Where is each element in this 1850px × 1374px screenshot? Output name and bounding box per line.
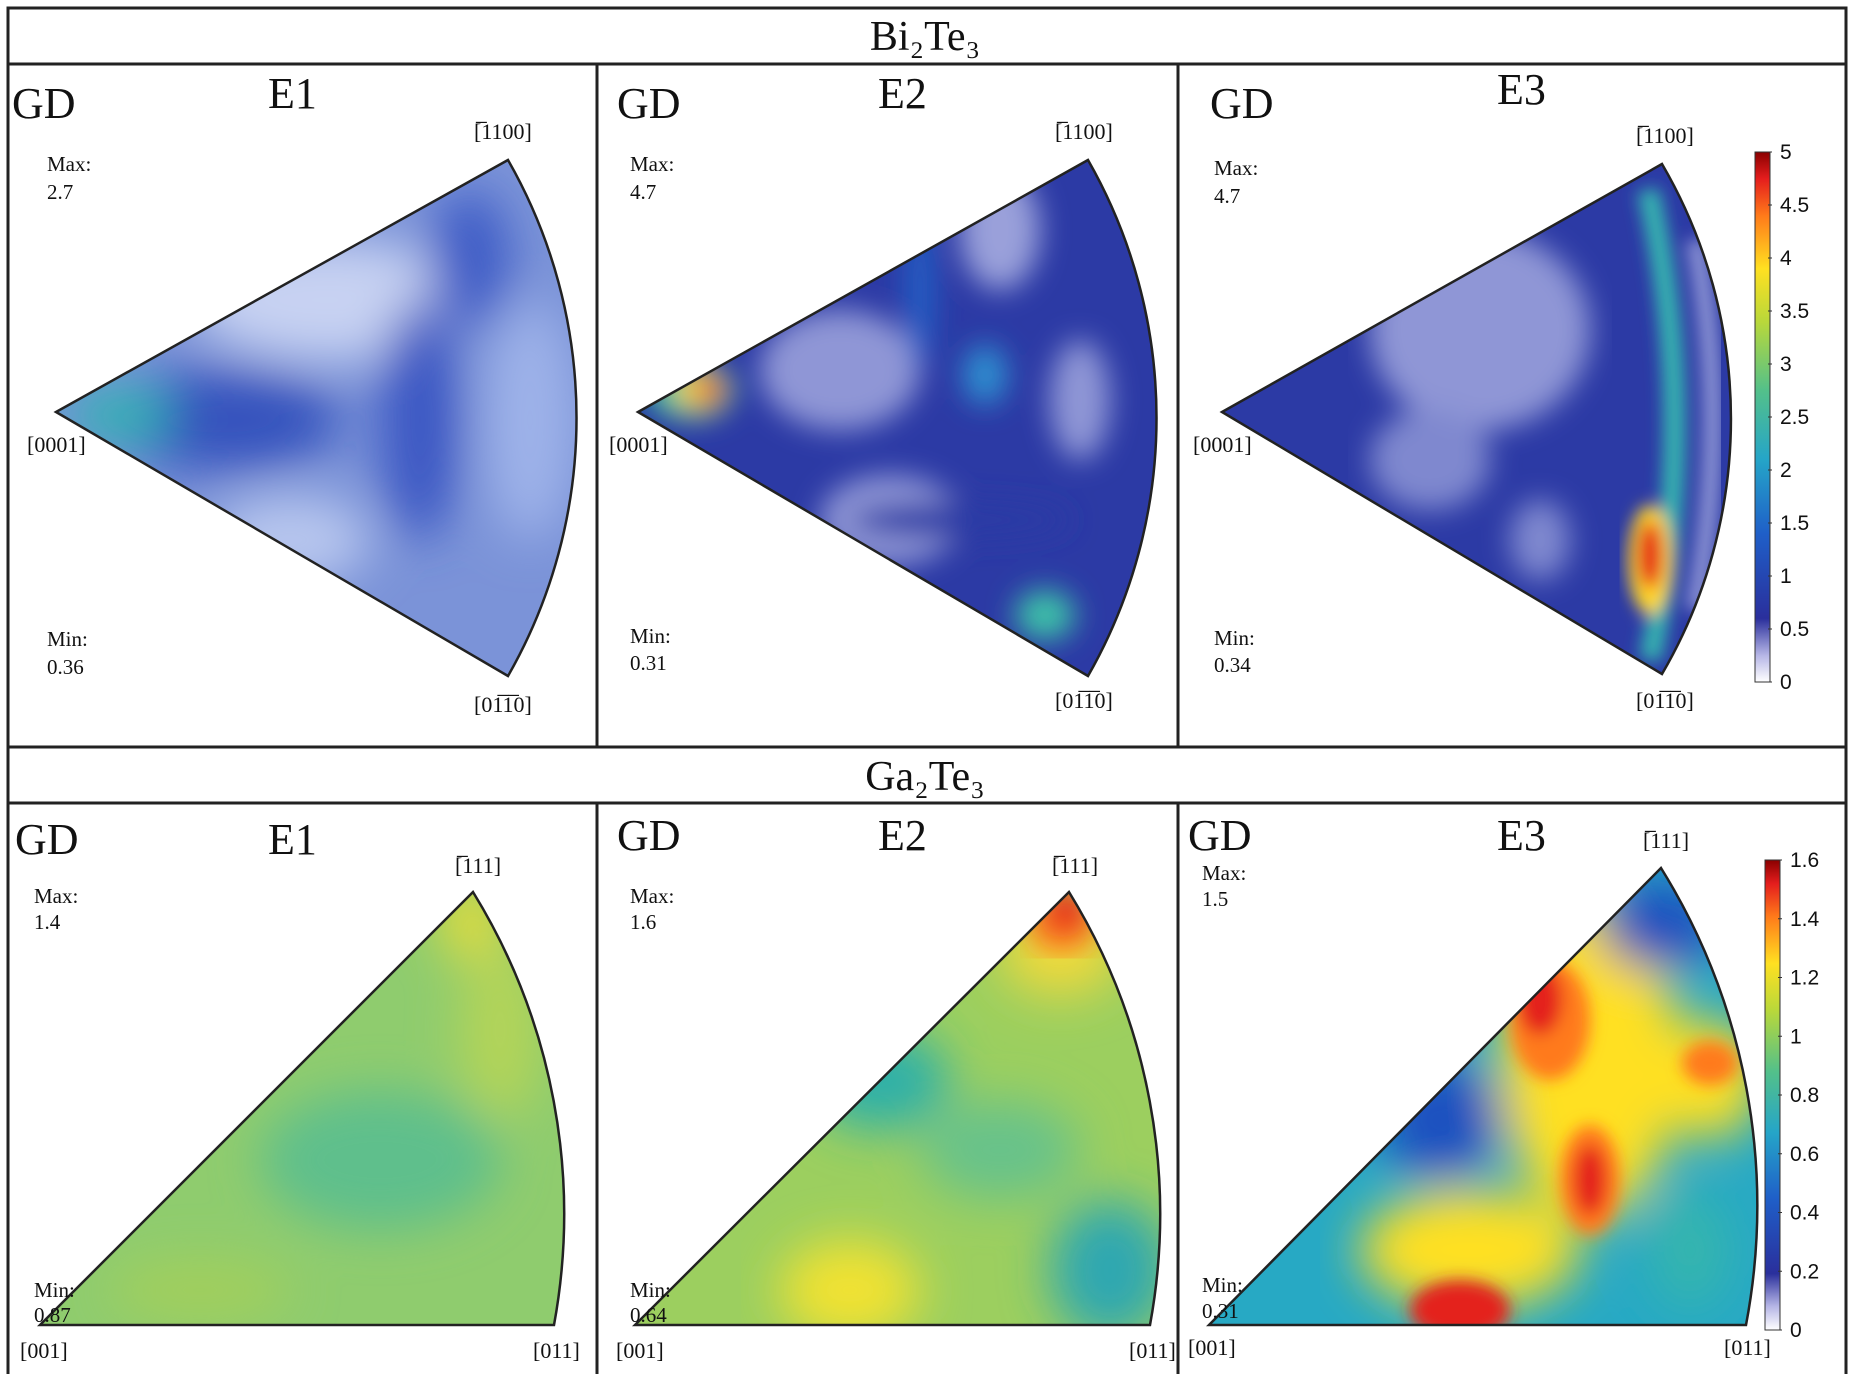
gd-label: GD xyxy=(15,815,79,864)
gd-label: GD xyxy=(617,811,681,860)
gd-label: GD xyxy=(1210,79,1274,128)
max-label: Max: xyxy=(34,884,78,908)
max-label: Max: xyxy=(630,884,674,908)
direction-left: [0001] xyxy=(1193,432,1252,457)
colorbar-tick-label: 1 xyxy=(1790,1025,1802,1048)
panel-label-e2: E2 xyxy=(878,69,927,118)
max-label: Max: xyxy=(1214,156,1258,180)
colorbar-tick-label: 0.8 xyxy=(1790,1084,1819,1107)
direction-right: [011] xyxy=(1129,1338,1176,1363)
colorbar-tick-label: 0.4 xyxy=(1790,1202,1820,1225)
direction-right: [011] xyxy=(1724,1335,1771,1360)
direction-bottom: [01̅1̅0] xyxy=(474,692,532,717)
colorbar-tick-label: 0.5 xyxy=(1780,618,1809,641)
direction-bottom: [01̅1̅0] xyxy=(1636,688,1694,713)
max-label: Max: xyxy=(1202,861,1246,885)
direction-top: [̅1100] xyxy=(1055,119,1113,144)
gd-label: GD xyxy=(12,79,76,128)
direction-top: [̅111] xyxy=(1052,853,1098,878)
min-value: 0.36 xyxy=(47,655,84,679)
colorbar-tick-label: 1.6 xyxy=(1790,849,1819,872)
max-value: 1.6 xyxy=(630,910,656,934)
panel-label-e1: E1 xyxy=(268,815,317,864)
min-value: 0.87 xyxy=(34,1303,71,1327)
min-label: Min: xyxy=(47,627,88,651)
ipf-panel-ga2te3-e1: GD E1 Max: 1.4 Min: 0.87 [̅111] [001] [0… xyxy=(15,815,580,1363)
direction-top: [̅111] xyxy=(1643,828,1689,853)
colorbar-tick-label: 2.5 xyxy=(1780,406,1809,429)
colorbar-tick-label: 1.2 xyxy=(1790,967,1819,990)
direction-left: [001] xyxy=(1188,1335,1236,1360)
direction-bottom: [01̅1̅0] xyxy=(1055,688,1113,713)
max-value: 1.5 xyxy=(1202,887,1228,911)
section-title-ga2te3: Ga₂Te₃ xyxy=(865,754,985,800)
min-label: Min: xyxy=(630,1278,671,1302)
colorbar-tick-label: 0.2 xyxy=(1790,1260,1819,1283)
min-label: Min: xyxy=(630,624,671,648)
ipf-panel-ga2te3-e3: GD E3 Max: 1.5 Min: 0.31 [̅111] [001] [0… xyxy=(1188,811,1771,1360)
max-value: 2.7 xyxy=(47,180,73,204)
colorbar-tick-label: 4 xyxy=(1780,247,1792,270)
gd-label: GD xyxy=(617,79,681,128)
colorbar-tick-label: 1 xyxy=(1780,565,1792,588)
panel-label-e1: E1 xyxy=(268,69,317,118)
min-value: 0.34 xyxy=(1214,653,1251,677)
min-label: Min: xyxy=(1214,626,1255,650)
section-title-bi2te3: Bi₂Te₃ xyxy=(870,14,980,60)
ipf-panel-bi2te3-e2: GD E2 Max: 4.7 Min: 0.31 [̅1100] [0001] … xyxy=(609,69,1158,713)
min-value: 0.31 xyxy=(630,651,667,675)
max-value: 4.7 xyxy=(630,180,656,204)
colorbar-tick-label: 3 xyxy=(1780,353,1792,376)
direction-left: [0001] xyxy=(609,432,668,457)
direction-top: [̅111] xyxy=(455,853,501,878)
direction-left: [001] xyxy=(20,1338,68,1363)
direction-left: [001] xyxy=(616,1338,664,1363)
colorbar-bi2te3: 0 0.5 1 1.5 2 2.5 3 3.5 4 4.5 5 xyxy=(1754,141,1809,694)
colorbar-ga2te3: 0 0.2 0.4 0.6 0.8 1 1.2 1.4 1.6 xyxy=(1764,849,1820,1342)
ipf-panel-bi2te3-e3: GD E3 Max: 4.7 Min: 0.34 [̅1100] [0001] … xyxy=(1193,65,1733,713)
colorbar-tick-label: 1.5 xyxy=(1780,512,1809,535)
colorbar-tick-label: 4.5 xyxy=(1780,194,1809,217)
panel-label-e3: E3 xyxy=(1497,65,1546,114)
min-label: Min: xyxy=(1202,1273,1243,1297)
ipf-panel-bi2te3-e1: GD E1 Max: 2.7 Min: 0.36 [̅1100] [0001] … xyxy=(12,69,578,717)
direction-top: [̅1100] xyxy=(474,119,532,144)
max-label: Max: xyxy=(47,152,91,176)
colorbar-tick-label: 2 xyxy=(1780,459,1792,482)
colorbar-tick-label: 0 xyxy=(1790,1319,1802,1342)
ipf-panel-ga2te3-e2: GD E2 Max: 1.6 Min: 0.64 [̅111] [001] [0… xyxy=(616,811,1176,1363)
colorbar-tick-label: 0.6 xyxy=(1790,1143,1819,1166)
colorbar-tick-label: 0 xyxy=(1780,671,1792,694)
panel-label-e2: E2 xyxy=(878,811,927,860)
colorbar-tick-label: 3.5 xyxy=(1780,300,1809,323)
min-value: 0.31 xyxy=(1202,1299,1239,1323)
direction-left: [0001] xyxy=(27,432,86,457)
max-value: 4.7 xyxy=(1214,184,1240,208)
gd-label: GD xyxy=(1188,811,1252,860)
figure-frame xyxy=(6,6,1848,1374)
max-value: 1.4 xyxy=(34,910,61,934)
direction-right: [011] xyxy=(533,1338,580,1363)
direction-top: [̅1100] xyxy=(1636,123,1694,148)
panel-label-e3: E3 xyxy=(1497,811,1546,860)
max-label: Max: xyxy=(630,152,674,176)
min-label: Min: xyxy=(34,1278,75,1302)
colorbar-tick-label: 5 xyxy=(1780,141,1792,164)
colorbar-tick-label: 1.4 xyxy=(1790,908,1820,931)
min-value: 0.64 xyxy=(630,1303,667,1327)
